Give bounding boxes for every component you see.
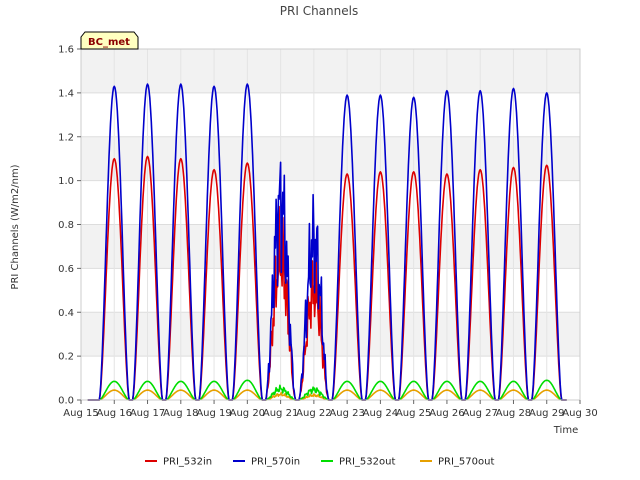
y-tick-label: 0.0 [58,396,74,407]
y-tick-label: 1.0 [58,176,74,187]
x-tick-label: Aug 28 [496,408,531,419]
y-tick-label: 0.4 [58,308,74,319]
background-band [81,312,580,357]
x-tick-label: Aug 26 [429,408,464,419]
x-tick-label: Aug 20 [230,408,265,419]
x-tick-label: Aug 17 [130,408,165,419]
x-tick-label: Aug 25 [396,408,431,419]
y-tick-label: 0.8 [58,220,74,231]
x-tick-label: Aug 22 [296,408,331,419]
x-tick-label: Aug 15 [63,408,98,419]
x-tick-label: Aug 24 [363,408,398,419]
y-tick-label: 1.4 [58,88,74,99]
chart-title: PRI Channels [280,4,358,18]
y-axis-title: PRI Channels (W/m2/nm) [10,164,21,289]
legend-item-pri-532in: PRI_532in [145,457,212,468]
legend-item-pri-532out: PRI_532out [321,457,395,468]
y-tick-label: 1.2 [58,132,74,143]
legend: PRI_532in PRI_570in PRI_532out PRI_570out [145,457,494,468]
legend-label: PRI_570in [251,457,300,468]
background-band [81,136,580,181]
x-axis-title: Time [553,425,578,436]
background-band [81,49,580,93]
bc-met-badge: BC_met [80,31,139,50]
x-tick-label: Aug 21 [263,408,298,419]
x-tick-label: Aug 19 [196,408,231,419]
legend-label: PRI_532out [339,457,395,468]
x-tick-label: Aug 18 [163,408,198,419]
y-axis-ticks: 0.0 0.2 0.4 0.6 0.8 1.0 1.2 1.4 1.6 [58,45,81,407]
background-band [81,224,580,269]
badge-box [80,31,139,50]
x-tick-label: Aug 27 [462,408,497,419]
legend-label: PRI_570out [438,457,494,468]
x-tick-label: Aug 29 [529,408,564,419]
legend-item-pri-570in: PRI_570in [233,457,300,468]
badge-label: BC_met [88,37,130,48]
legend-item-pri-570out: PRI_570out [420,457,494,468]
y-tick-label: 0.2 [58,352,74,363]
y-tick-label: 0.6 [58,264,74,275]
legend-label: PRI_532in [163,457,212,468]
x-tick-label: Aug 16 [97,408,132,419]
x-tick-label: Aug 23 [329,408,364,419]
x-tick-label: Aug 30 [562,408,597,419]
y-tick-label: 1.6 [58,45,74,56]
